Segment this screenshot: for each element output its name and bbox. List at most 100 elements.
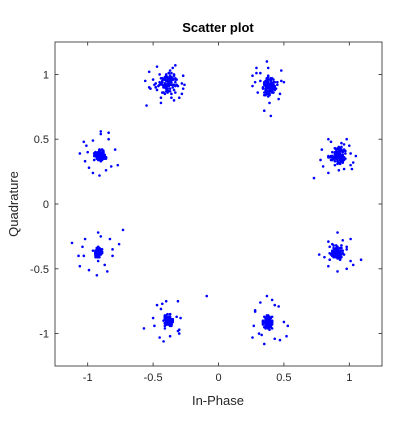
- data-point: [94, 250, 97, 254]
- data-point: [349, 259, 352, 263]
- data-point: [269, 114, 273, 118]
- data-point: [174, 91, 177, 94]
- data-point: [349, 163, 352, 167]
- data-point: [100, 250, 104, 254]
- data-point: [154, 86, 158, 89]
- data-point: [153, 324, 156, 328]
- data-point: [253, 308, 257, 312]
- data-point: [98, 152, 101, 155]
- data-point: [328, 251, 331, 255]
- data-point: [171, 78, 175, 81]
- data-point: [167, 76, 171, 80]
- data-point: [181, 87, 185, 90]
- data-point: [160, 302, 164, 306]
- data-point: [341, 153, 345, 157]
- data-point: [117, 242, 121, 246]
- data-point: [252, 324, 256, 328]
- data-point: [327, 137, 330, 141]
- data-point: [70, 241, 74, 245]
- data-point: [78, 264, 82, 268]
- data-point: [171, 86, 175, 89]
- data-point: [340, 253, 343, 256]
- data-point: [98, 149, 101, 153]
- data-point: [172, 88, 176, 92]
- data-point: [269, 83, 273, 87]
- data-point: [276, 83, 279, 87]
- data-point: [170, 92, 173, 96]
- data-point: [174, 64, 177, 67]
- x-tick-label: 0: [215, 372, 221, 384]
- data-point: [348, 144, 351, 147]
- data-point: [168, 312, 172, 316]
- data-point: [342, 143, 346, 146]
- data-point: [163, 75, 167, 79]
- data-point: [87, 166, 91, 170]
- data-point: [104, 157, 108, 160]
- data-point: [159, 76, 163, 80]
- data-point: [163, 78, 167, 81]
- data-point: [91, 171, 95, 175]
- data-point: [264, 89, 267, 93]
- data-point: [171, 83, 175, 87]
- data-point: [337, 250, 341, 254]
- data-point: [181, 74, 185, 77]
- data-point: [285, 334, 288, 338]
- points-layer: [70, 60, 363, 346]
- data-point: [349, 237, 352, 241]
- data-point: [163, 92, 167, 96]
- data-point: [155, 65, 159, 68]
- data-point: [333, 150, 337, 154]
- data-point: [91, 139, 95, 142]
- data-point: [81, 245, 84, 249]
- data-point: [261, 319, 265, 322]
- data-point: [168, 324, 172, 328]
- data-point: [174, 78, 177, 81]
- data-point: [166, 87, 169, 90]
- data-point: [164, 73, 168, 76]
- plot-title: Scatter plot: [182, 20, 254, 35]
- data-point: [172, 74, 176, 77]
- data-point: [273, 86, 277, 89]
- data-point: [336, 152, 339, 155]
- data-point: [266, 324, 270, 328]
- y-axis-label: Quadrature: [6, 171, 21, 237]
- x-axis-label: In-Phase: [192, 393, 244, 408]
- data-point: [260, 333, 263, 337]
- data-point: [255, 66, 258, 70]
- data-point: [345, 245, 348, 249]
- data-point: [98, 174, 101, 177]
- data-point: [265, 82, 269, 85]
- data-point: [106, 270, 109, 273]
- data-point: [269, 89, 273, 93]
- data-point: [116, 163, 120, 167]
- data-point: [262, 342, 266, 346]
- data-point: [175, 83, 178, 87]
- data-point: [159, 307, 163, 311]
- data-point: [354, 154, 358, 158]
- data-point: [268, 318, 271, 321]
- data-point: [334, 156, 338, 159]
- data-point: [266, 92, 270, 96]
- x-tick-label: -1: [83, 372, 93, 384]
- data-point: [87, 268, 91, 272]
- data-point: [96, 248, 100, 251]
- data-point: [151, 78, 155, 81]
- y-tick-label: 1: [43, 69, 49, 81]
- data-point: [262, 325, 266, 329]
- data-point: [177, 96, 181, 100]
- data-point: [163, 315, 167, 319]
- data-point: [332, 250, 335, 254]
- data-point: [164, 299, 168, 303]
- data-point: [160, 83, 164, 87]
- data-point: [100, 148, 104, 151]
- data-point: [167, 80, 171, 84]
- data-point: [345, 267, 348, 271]
- data-point: [107, 137, 110, 141]
- data-point: [351, 161, 355, 164]
- data-point: [344, 152, 347, 155]
- data-point: [251, 74, 254, 77]
- data-point: [255, 71, 258, 75]
- data-point: [151, 316, 155, 320]
- y-tick-label: -1: [39, 329, 49, 341]
- data-point: [319, 158, 322, 162]
